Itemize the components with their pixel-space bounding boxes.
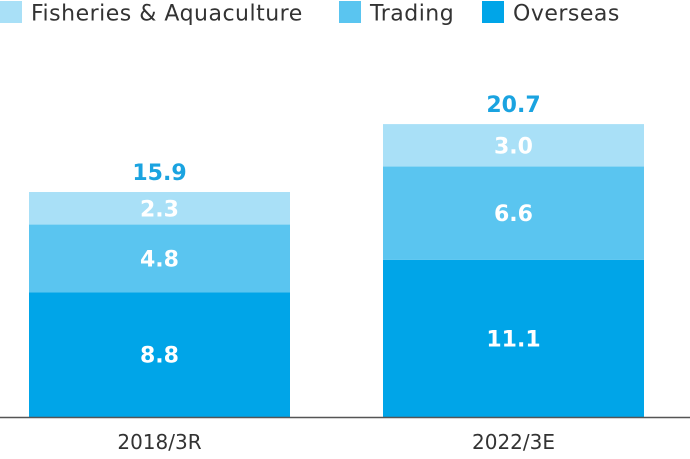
legend-swatch-overseas	[482, 1, 504, 23]
legend-label-trading: Trading	[369, 2, 454, 27]
legend-swatch-trading	[339, 1, 361, 23]
data-label-overseas-2022-3e: 11.1	[486, 327, 540, 352]
data-label-fisheries-aquaculture-2018-3r: 2.3	[140, 197, 179, 222]
total-label-2022-3e: 20.7	[486, 93, 540, 118]
data-label-trading-2018-3r: 4.8	[140, 248, 179, 273]
bar-segment-overseas-2022-3e	[383, 259, 644, 417]
total-label-2018-3r: 15.9	[132, 161, 186, 186]
data-label-fisheries-aquaculture-2022-3e: 3.0	[494, 134, 533, 159]
legend: Fisheries & Aquaculture Trading Overseas	[0, 1, 620, 27]
bars: 8.8 4.8 2.3 15.9 11.1 6.6 3.0 20.7	[29, 93, 644, 417]
legend-label-overseas: Overseas	[513, 2, 620, 27]
legend-label-fisheries-aquaculture: Fisheries & Aquaculture	[31, 2, 303, 27]
bar-segment-fisheries-aquaculture-2022-3e	[383, 124, 644, 167]
bar-segment-trading-2022-3e	[383, 166, 644, 260]
x-tick-label-2018-3r: 2018/3R	[117, 430, 201, 454]
data-label-overseas-2018-3r: 8.8	[140, 344, 179, 369]
data-label-trading-2022-3e: 6.6	[494, 202, 533, 227]
bar-segment-fisheries-aquaculture-2018-3r	[29, 192, 290, 225]
legend-swatch-fisheries-aquaculture	[0, 1, 22, 23]
bar-segment-trading-2018-3r	[29, 224, 290, 293]
x-tick-label-2022-3e: 2022/3E	[472, 430, 555, 454]
bar-segment-overseas-2018-3r	[29, 292, 290, 417]
x-axis-ticks: 2018/3R 2022/3E	[117, 430, 555, 454]
